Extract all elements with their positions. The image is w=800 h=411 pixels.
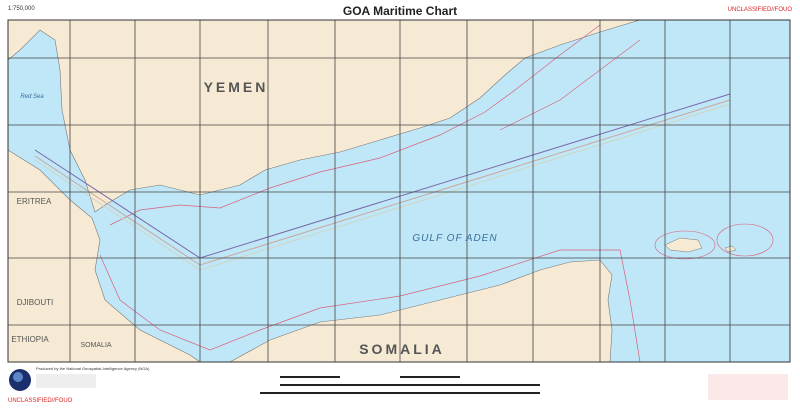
title: GOA Maritime Chart [343,4,457,18]
sea-label: GULF OF ADEN [412,233,497,244]
yemen-land [7,19,641,213]
frame [7,19,791,363]
contour [654,230,716,260]
graticule [8,20,790,362]
country-label: SOMALIA [359,341,445,357]
logo-highlight [13,372,23,382]
contour [109,24,601,226]
country-label: ETHIOPIA [11,335,49,344]
producer-text: Produced by the National Geospatial-Inte… [36,366,150,371]
disclaimer [708,374,788,400]
contour [716,223,774,257]
scale-text: 1:750,000 [8,6,35,12]
country-label: ERITREA [17,197,52,206]
sea-label: Red Sea [20,94,44,100]
producer-details [36,374,96,388]
country-label: YEMEN [204,79,269,95]
classification: UNCLASSIFIED//FOUO [728,7,793,13]
country-label: SOMALIA [80,342,111,349]
island [664,237,703,253]
contour [499,39,641,131]
country-label: DJIBOUTI [17,298,53,307]
scale-bars [260,376,540,394]
classification: UNCLASSIFIED//FOUO [8,398,73,404]
